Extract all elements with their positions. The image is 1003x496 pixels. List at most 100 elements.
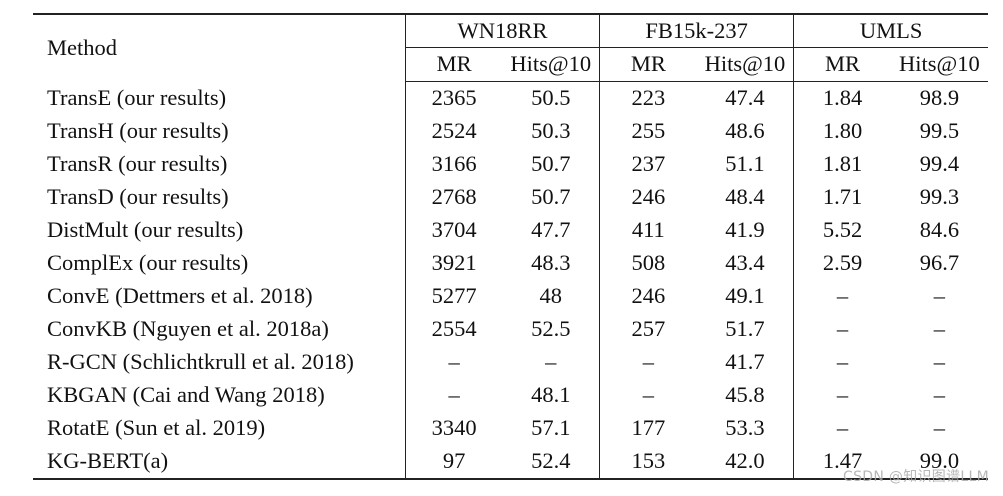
group-header-umls: UMLS [793,13,988,48]
value-cell: 411 [599,214,697,247]
value-cell: 52.5 [531,316,571,342]
value-cell: 45.8 [725,382,765,408]
group-header-fb15k-237: FB15k-237 [599,13,794,48]
sub-header-mr: MR [404,47,503,82]
value-cell: 97 [404,445,503,480]
value-cell: 99.3 [919,184,960,210]
value-cell: 50.7 [531,151,571,177]
table-body: TransE (our results) 2365 50.5 223 47.4 1.84 9… [33,81,988,480]
value-cell: 3921 [404,247,503,280]
value-cell: 2554 [404,313,503,346]
value-cell: – [599,346,697,379]
sub-header-hits10: Hits@10 [502,47,600,82]
table-header: Method WN18RR FB15k-237 UMLS MR Hits@10 … [33,13,988,82]
value-cell: 1.81 [793,148,891,181]
value-cell: 257 [599,313,697,346]
value-cell: – [404,379,503,412]
value-cell: 43.4 [725,250,765,276]
value-cell: 47.7 [531,217,571,243]
value-cell: 48.3 [531,250,571,276]
method-cell: DistMult (our results) [47,217,244,243]
method-cell: TransR (our results) [47,151,228,177]
value-cell: 50.5 [531,85,571,111]
value-cell: 1.84 [793,81,891,115]
value-cell: 47.4 [725,85,765,111]
value-cell: 41.7 [725,349,765,375]
value-cell: – [933,415,946,441]
value-cell: 42.0 [696,445,794,480]
value-cell: 49.1 [725,283,765,309]
value-cell: 48 [539,283,563,309]
method-cell: KG-BERT(a) [33,445,406,480]
value-cell: 48.4 [725,184,765,210]
value-cell: – [933,382,946,408]
value-cell: 5277 [404,280,503,313]
value-cell: 2768 [404,181,503,214]
value-cell: 1.80 [793,115,891,148]
value-cell: 2524 [404,115,503,148]
value-cell: – [793,379,891,412]
method-cell: ComplEx (our results) [47,250,249,276]
value-cell: 52.4 [502,445,600,480]
method-cell: ConvKB (Nguyen et al. 2018a) [47,316,329,342]
group-header-row: Method WN18RR FB15k-237 UMLS [33,13,988,82]
value-cell: 237 [599,148,697,181]
value-cell: 3340 [404,412,503,445]
value-cell: 2.59 [793,247,891,280]
value-cell: 50.3 [531,118,571,144]
table-row: TransD (our results) 2768 50.7 246 48.4 1.71 9… [33,181,988,214]
value-cell: 5.52 [793,214,891,247]
value-cell: – [404,346,503,379]
table-row: KBGAN (Cai and Wang 2018) – 48.1 – 45.8 – – [33,379,988,412]
sub-header-hits10: Hits@10 [696,47,794,82]
method-column-header: Method [33,13,406,82]
value-cell: 99.0 [890,445,988,480]
value-cell: 48.6 [725,118,765,144]
value-cell: – [793,313,891,346]
value-cell: – [545,349,557,375]
watermark: CSDN @知识图谱LLM [843,469,989,485]
value-cell: 1.71 [793,181,891,214]
table-row: TransR (our results) 3166 50.7 237 51.1 1.81 9… [33,148,988,181]
value-cell: – [793,280,891,313]
value-cell: 51.1 [725,151,765,177]
sub-header-mr: MR [793,47,891,82]
value-cell: 99.5 [919,118,960,144]
value-cell: 246 [599,181,697,214]
method-cell: RotatE (Sun et al. 2019) [47,415,266,441]
table-row: TransH (our results) 2524 50.3 255 48.6 1.80 9… [33,115,988,148]
value-cell: 53.3 [725,415,765,441]
value-cell: – [933,349,946,375]
value-cell: 153 [599,445,697,480]
value-cell: 3704 [404,214,503,247]
value-cell: – [793,412,891,445]
method-cell: TransD (our results) [47,184,229,210]
value-cell: – [793,346,891,379]
table-row: R-GCN (Schlichtkrull et al. 2018) – – – 41.7… [33,346,988,379]
value-cell: 48.1 [531,382,571,408]
value-cell: 246 [599,280,697,313]
value-cell: 98.9 [919,85,960,111]
value-cell: – [599,379,697,412]
method-cell: TransE (our results) [47,85,227,110]
method-cell: TransH (our results) [47,118,229,144]
value-cell: 3166 [404,148,503,181]
sub-header-hits10: Hits@10 [890,47,988,82]
group-header-wn18rr: WN18RR [404,13,600,48]
table-row: KG-BERT(a) 97 52.4 153 42.0 1.47 99.0 [33,445,988,480]
method-cell: KBGAN (Cai and Wang 2018) [47,382,325,408]
method-cell: R-GCN (Schlichtkrull et al. 2018) [47,349,354,375]
value-cell: 99.4 [919,151,960,177]
value-cell: 57.1 [531,415,571,441]
value-cell: 96.7 [919,250,960,276]
value-cell: 2365 [404,81,503,115]
table-row: DistMult (our results) 3704 47.7 411 41.9 5.5… [33,214,988,247]
value-cell: 508 [599,247,697,280]
table-row: RotatE (Sun et al. 2019) 3340 57.1 177 53.3 –… [33,412,988,445]
value-cell: 50.7 [531,184,571,210]
value-cell: 177 [599,412,697,445]
value-cell: 51.7 [725,316,765,342]
table-row: TransE (our results) 2365 50.5 223 47.4 1.84 9… [33,81,988,115]
sub-header-mr: MR [599,47,697,82]
